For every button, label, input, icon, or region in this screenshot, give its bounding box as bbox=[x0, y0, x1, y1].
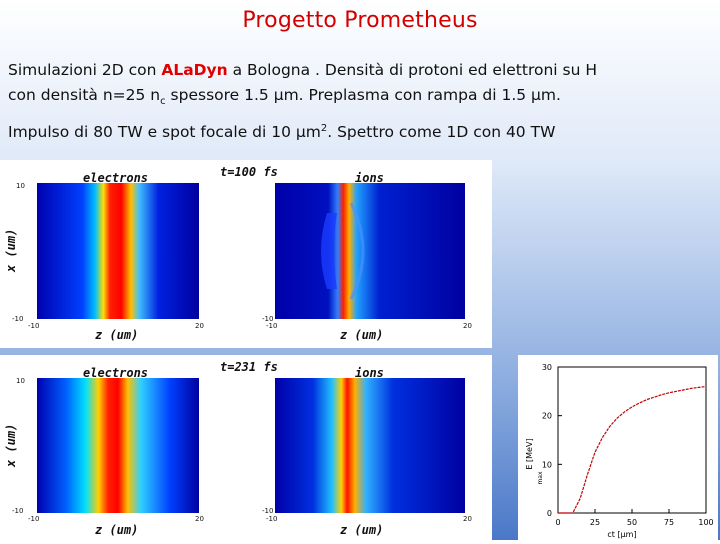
panel-1-xlabel-right: z (um) bbox=[340, 328, 384, 342]
text-line-3-post: . Spettro come 1D con 40 TW bbox=[327, 123, 556, 142]
panel-1-ions-label: ions bbox=[355, 171, 384, 185]
panel-1-ybot: -10 bbox=[12, 315, 24, 323]
x-axis-label: ct [μm] bbox=[607, 530, 636, 539]
panel-1-electron-density-map bbox=[37, 183, 199, 319]
x-tick-label: 100 bbox=[698, 518, 713, 527]
panel-2-xr-right: 20 bbox=[463, 515, 472, 523]
x-tick-label: 0 bbox=[555, 518, 560, 527]
panel-2-electrons-label: electrons bbox=[83, 366, 149, 380]
panel-2-ybot: -10 bbox=[12, 507, 24, 515]
text-line-3: Impulso di 80 TW e spot focale di 10 μm2… bbox=[8, 123, 555, 141]
panel-2-xr-left: 20 bbox=[195, 515, 204, 523]
slide-title: Progetto Prometheus bbox=[242, 8, 478, 33]
simulation-panel-t100: electrons t=100 fs ions 10 -10 x (um) -1… bbox=[0, 160, 492, 348]
panel-1-xr-right: 20 bbox=[463, 322, 472, 330]
panel-1-ion-density-map bbox=[275, 183, 465, 319]
energy-chart: 0 10 20 30 0 25 50 75 100 ct [μm] E [MeV] max bbox=[518, 355, 718, 540]
text-line-2: con densità n=25 nc spessore 1.5 μm. Pre… bbox=[8, 86, 561, 107]
y-axis-label: E [MeV] bbox=[525, 438, 534, 469]
panel-2-ylabel: x (um) bbox=[4, 423, 18, 467]
y-tick-label: 30 bbox=[542, 363, 552, 372]
code-name: ALaDyn bbox=[161, 61, 228, 79]
panel-2-xl-left: -10 bbox=[28, 515, 40, 523]
panel-1-xl-left: -10 bbox=[28, 322, 40, 330]
panel-2-xlabel-left: z (um) bbox=[95, 523, 139, 537]
text-line-1-post: a Bologna . Densità di protoni ed elettr… bbox=[227, 61, 598, 79]
panel-1-electrons-label: electrons bbox=[83, 171, 149, 185]
panel-2-ybot-right: -10 bbox=[262, 507, 274, 515]
x-tick-label: 25 bbox=[590, 518, 600, 527]
panel-2-electron-density-map bbox=[37, 378, 199, 513]
superscript-2: 2 bbox=[320, 123, 328, 134]
panel-2-ions-label: ions bbox=[355, 366, 384, 380]
y-axis-label-sub: max bbox=[537, 471, 544, 485]
panel-1-ybot-right: -10 bbox=[262, 315, 274, 323]
panel-2-time-label: t=231 fs bbox=[220, 360, 278, 374]
panel-2-xlabel-right: z (um) bbox=[340, 523, 384, 537]
energy-chart-svg: 0 10 20 30 0 25 50 75 100 ct [μm] E [MeV]max bbox=[525, 363, 714, 539]
panel-2-ion-density-map bbox=[275, 378, 465, 513]
panel-1-xl-right: -10 bbox=[266, 322, 278, 330]
panel-2-ytop: 10 bbox=[16, 377, 25, 385]
chart-frame bbox=[557, 366, 707, 514]
panel-1-ytop: 10 bbox=[16, 182, 25, 190]
y-tick-label: 20 bbox=[542, 412, 552, 421]
text-line-2-post: spessore 1.5 μm. Preplasma con rampa di … bbox=[165, 86, 561, 104]
simulation-panel-t231: electrons t=231 fs ions 10 -10 x (um) -1… bbox=[0, 355, 492, 540]
panel-1-time-label: t=100 fs bbox=[220, 165, 278, 179]
subscript-c: c bbox=[160, 96, 166, 108]
x-tick-label: 75 bbox=[664, 518, 674, 527]
text-line-1: Simulazioni 2D con ALaDyn a Bologna . De… bbox=[8, 61, 597, 79]
panel-1-xr-left: 20 bbox=[195, 322, 204, 330]
energy-series-line bbox=[558, 385, 707, 514]
y-tick-label: 10 bbox=[542, 460, 552, 469]
panel-2-xl-right: -10 bbox=[266, 515, 278, 523]
x-tick-label: 50 bbox=[627, 518, 637, 527]
y-tick-label: 0 bbox=[547, 509, 552, 518]
panel-1-xlabel-left: z (um) bbox=[95, 328, 139, 342]
text-line-3-pre: Impulso di 80 TW e spot focale di 10 μm bbox=[8, 123, 321, 142]
panel-1-ylabel: x (um) bbox=[4, 228, 18, 272]
text-line-1-pre: Simulazioni 2D con bbox=[8, 61, 162, 79]
text-line-2-pre: con densità n=25 n bbox=[8, 86, 161, 104]
